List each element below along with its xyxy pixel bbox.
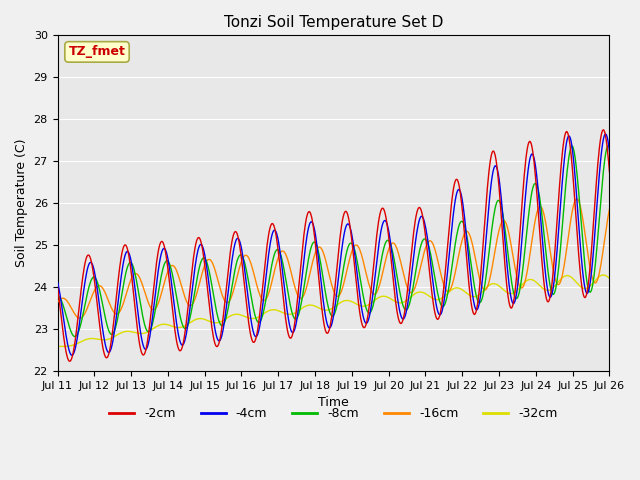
X-axis label: Time: Time <box>318 396 349 409</box>
Title: Tonzi Soil Temperature Set D: Tonzi Soil Temperature Set D <box>224 15 443 30</box>
Y-axis label: Soil Temperature (C): Soil Temperature (C) <box>15 139 28 267</box>
Legend: -2cm, -4cm, -8cm, -16cm, -32cm: -2cm, -4cm, -8cm, -16cm, -32cm <box>104 402 563 425</box>
Text: TZ_fmet: TZ_fmet <box>68 46 125 59</box>
